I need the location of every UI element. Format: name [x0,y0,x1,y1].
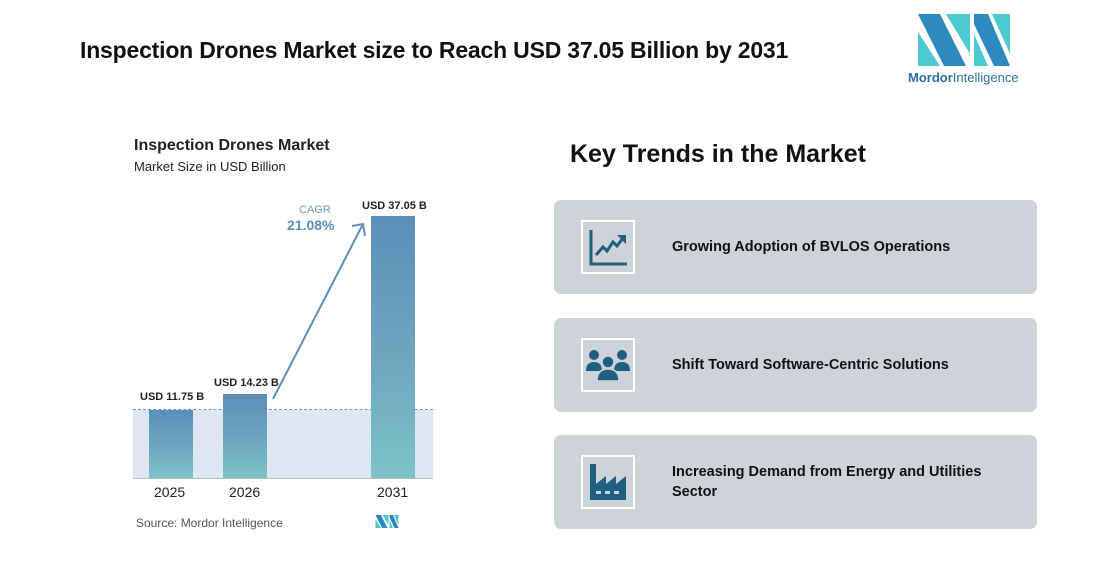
x-axis [133,478,433,479]
reference-line [133,409,433,410]
trend-chart-icon [589,230,627,266]
mordor-logo-icon [918,14,1010,66]
trend-icon-box [581,455,635,509]
cagr-label: CAGR [299,204,331,216]
x-label-2026: 2026 [229,484,261,500]
bar-chart: USD 11.75 B USD 14.23 B USD 37.05 B CAGR… [133,190,433,500]
chart-subtitle: Market Size in USD Billion [134,159,286,174]
trend-text: Growing Adoption of BVLOS Operations [672,239,951,255]
x-label-2025: 2025 [154,484,186,500]
x-label-2031: 2031 [377,484,409,500]
trend-card-bvlos: Growing Adoption of BVLOS Operations [554,200,1037,294]
trend-text: Increasing Demand from Energy and Utilit… [672,464,982,500]
people-group-icon [586,350,630,382]
cagr-value: 21.08% [287,217,335,233]
trend-icon-box [581,338,635,392]
bar-label-2026: USD 14.23 B [214,377,279,389]
bar-2025 [149,410,193,478]
bar-label-2025: USD 11.75 B [140,391,205,403]
trend-icon-box [581,220,635,274]
chart-title: Inspection Drones Market [134,137,330,154]
trend-card-energy: Increasing Demand from Energy and Utilit… [554,435,1037,529]
factory-icon [590,464,626,500]
trend-text: Shift Toward Software-Centric Solutions [672,357,949,373]
page-title: Inspection Drones Market size to Reach U… [80,37,789,63]
bar-2026 [223,394,267,478]
bar-2031 [371,216,415,478]
mordor-logo: MordorIntelligence [905,14,1025,88]
logo-text: MordorIntelligence [908,70,1019,85]
chart-source: Source: Mordor Intelligence [136,516,283,530]
trends-title: Key Trends in the Market [570,140,866,168]
cagr-arrow-icon [272,222,366,400]
trend-card-software: Shift Toward Software-Centric Solutions [554,318,1037,412]
mordor-mini-logo-icon [375,515,399,528]
bar-label-2031: USD 37.05 B [362,200,427,212]
